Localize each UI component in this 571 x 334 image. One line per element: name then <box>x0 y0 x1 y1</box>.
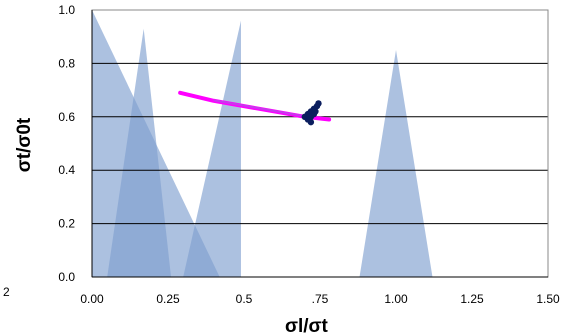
area-triangle-3 <box>183 20 241 278</box>
x-tick-label: 1.25 <box>460 292 484 306</box>
cluster-point-11 <box>306 113 313 121</box>
y-tick-labels: 0.0 0.2 0.4 0.6 0.8 1.0 <box>58 3 75 284</box>
area-layer <box>92 10 433 278</box>
trend-line-overlay <box>213 99 305 118</box>
x-tick-label: 1.50 <box>536 292 560 306</box>
y-tick-label: 0.0 <box>58 270 75 284</box>
y-tick-label: 0.2 <box>58 217 75 231</box>
x-tick-label: .75 <box>312 292 329 306</box>
stray-tick-label: 2 <box>3 285 10 299</box>
x-axis-label: σl/σt <box>285 316 329 334</box>
cluster-point-10 <box>307 118 315 126</box>
x-tick-label: 0.00 <box>80 292 104 306</box>
area-triangle-4 <box>359 50 433 277</box>
x-tick-label: 0.25 <box>156 292 180 306</box>
x-tick-label: 1.00 <box>384 292 408 306</box>
cluster-point-8 <box>315 100 322 107</box>
y-tick-label: 1.0 <box>58 3 75 17</box>
y-tick-label: 0.8 <box>58 56 75 70</box>
x-tick-label: 0.5 <box>236 292 253 306</box>
area-triangle-2 <box>107 28 172 277</box>
x-tick-labels: 0.00 0.25 0.5 .75 1.00 1.25 1.50 <box>80 292 560 306</box>
y-tick-label: 0.6 <box>58 110 75 124</box>
gridlines <box>92 62 548 225</box>
cluster-point-12 <box>312 108 319 115</box>
cluster-layer <box>301 100 322 126</box>
y-axis-label: σt/σ0t <box>14 117 35 172</box>
y-tick-label: 0.4 <box>58 163 75 177</box>
plot-frame <box>91 9 549 278</box>
